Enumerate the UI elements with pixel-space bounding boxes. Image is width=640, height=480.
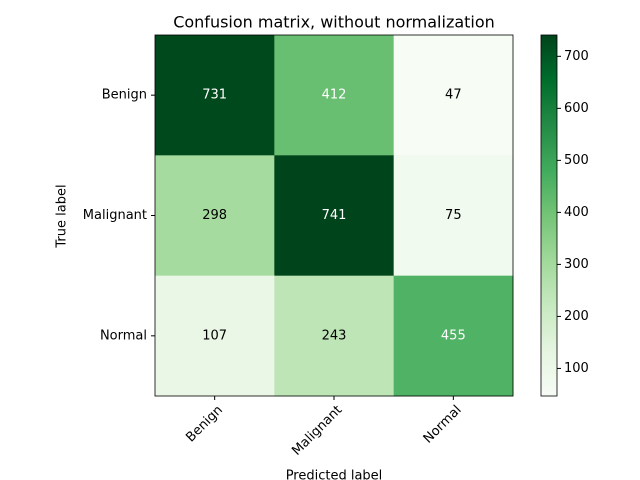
heatmap-cell [155, 275, 275, 397]
colorbar-tick-label: 200 [564, 309, 589, 324]
heatmap-cell [274, 275, 395, 397]
cell-value-label: 47 [445, 88, 462, 103]
heatmap-cell [393, 155, 514, 277]
colorbar-tick-label: 600 [564, 101, 589, 116]
heatmap-cell [274, 35, 395, 156]
heatmap-cell [155, 155, 275, 277]
x-tick-label: Benign [183, 403, 226, 446]
chart-title: Confusion matrix, without normalization [173, 13, 495, 32]
x-axis-label: Predicted label [286, 469, 383, 480]
cell-value-label: 107 [202, 328, 227, 343]
y-tick-label: Normal [100, 328, 147, 343]
colorbar-tick-label: 500 [564, 153, 589, 168]
x-tick-label: Malignant [289, 403, 345, 459]
heatmap-cell [393, 275, 514, 397]
cell-value-label: 731 [202, 88, 227, 103]
heatmap-cell [393, 35, 514, 156]
cell-value-label: 741 [322, 208, 347, 223]
cell-value-label: 298 [202, 208, 227, 223]
colorbar-tick-label: 100 [564, 361, 589, 376]
heatmap-cell [155, 35, 275, 156]
x-tick-label: Normal [421, 403, 465, 447]
colorbar [540, 34, 558, 397]
colorbar-tick-label: 400 [564, 205, 589, 220]
cell-value-label: 75 [445, 208, 462, 223]
cell-value-label: 243 [322, 328, 347, 343]
y-tick-label: Malignant [83, 208, 147, 223]
y-tick-label: Benign [102, 88, 147, 103]
cell-value-label: 455 [441, 328, 466, 343]
colorbar-tick-label: 700 [564, 49, 589, 64]
cell-value-label: 412 [322, 88, 347, 103]
y-axis-label: True label [55, 184, 70, 248]
colorbar-tick-label: 300 [564, 257, 589, 272]
heatmap-cell [274, 155, 395, 277]
